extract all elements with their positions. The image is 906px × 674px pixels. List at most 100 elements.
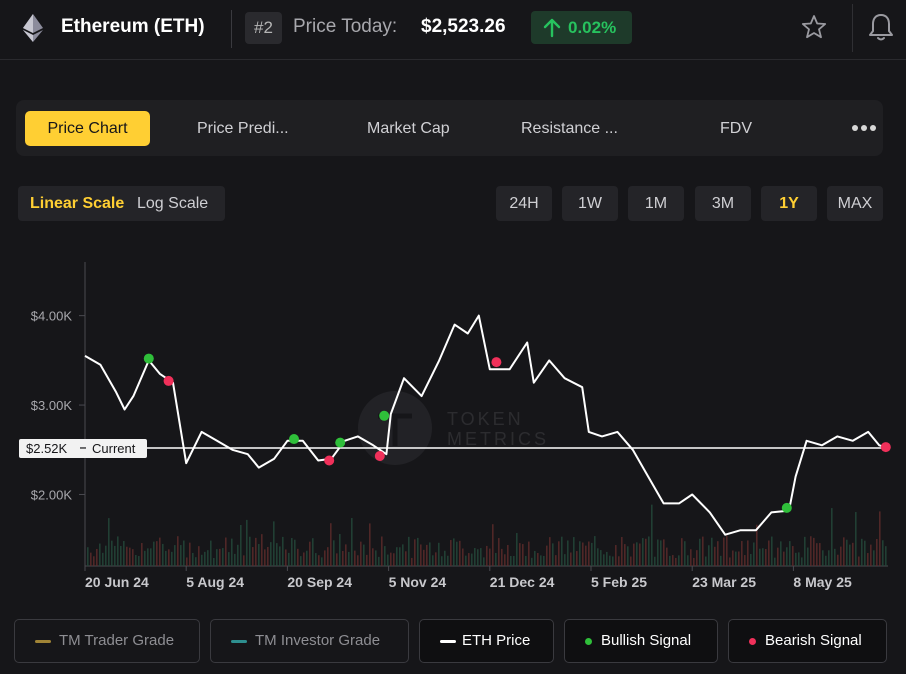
x-tick-label: 5 Nov 24 bbox=[389, 574, 447, 590]
volume-bars bbox=[87, 504, 887, 566]
volume-bar bbox=[147, 548, 149, 566]
volume-bar bbox=[543, 555, 545, 566]
more-tabs-icon[interactable] bbox=[852, 124, 882, 134]
volume-bar bbox=[597, 548, 599, 566]
volume-bar bbox=[456, 541, 458, 566]
volume-bar bbox=[228, 552, 230, 566]
volume-bar bbox=[255, 537, 257, 566]
volume-bar bbox=[603, 554, 605, 566]
volume-bar bbox=[876, 538, 878, 566]
volume-bar bbox=[468, 553, 470, 566]
legend-eth-price[interactable]: ETH Price bbox=[419, 619, 554, 663]
range-1y-button[interactable]: 1Y bbox=[761, 186, 817, 221]
volume-bar bbox=[369, 523, 371, 566]
volume-bar bbox=[582, 542, 584, 566]
volume-bar bbox=[126, 546, 128, 566]
volume-bar bbox=[282, 536, 284, 566]
volume-bar bbox=[840, 546, 842, 566]
volume-bar bbox=[174, 545, 176, 566]
bell-icon[interactable] bbox=[867, 12, 895, 42]
volume-bar bbox=[525, 555, 527, 566]
y-axis: $4.00K $3.00K $2.00K bbox=[31, 309, 85, 502]
volume-bar bbox=[426, 544, 428, 566]
volume-bar bbox=[678, 555, 680, 566]
volume-bar bbox=[420, 544, 422, 566]
volume-bar bbox=[432, 555, 434, 566]
legend-tm-trader-grade[interactable]: TM Trader Grade bbox=[14, 619, 200, 663]
range-3m-button[interactable]: 3M bbox=[695, 186, 751, 221]
range-max-button[interactable]: MAX bbox=[827, 186, 883, 221]
tab-price-chart[interactable]: Price Chart bbox=[25, 111, 150, 146]
range-24h-button[interactable]: 24H bbox=[496, 186, 552, 221]
tab-market-cap[interactable]: Market Cap bbox=[367, 120, 450, 137]
volume-bar bbox=[240, 524, 242, 566]
volume-bar bbox=[450, 540, 452, 566]
volume-bar bbox=[855, 512, 857, 566]
price-chart[interactable]: TOKEN METRICS $4.00K $3.00K $2.00K 20 Jun … bbox=[0, 240, 906, 600]
watermark-line-2: METRICS bbox=[447, 429, 549, 449]
volume-bar bbox=[429, 542, 431, 566]
volume-bar bbox=[831, 508, 833, 566]
volume-bar bbox=[312, 538, 314, 566]
volume-bar bbox=[723, 537, 725, 566]
volume-bar bbox=[318, 555, 320, 566]
tab-fdv[interactable]: FDV bbox=[720, 120, 752, 137]
volume-bar bbox=[621, 537, 623, 566]
price-series bbox=[84, 314, 889, 536]
legend-bearish-signal[interactable]: Bearish Signal bbox=[728, 619, 887, 663]
tab-resistance[interactable]: Resistance ... bbox=[521, 120, 618, 137]
log-scale-option[interactable]: Log Scale bbox=[137, 195, 209, 212]
volume-bar bbox=[345, 544, 347, 566]
volume-bar bbox=[201, 554, 203, 566]
star-icon[interactable] bbox=[801, 14, 827, 40]
volume-bar bbox=[477, 549, 479, 566]
volume-bar bbox=[243, 555, 245, 566]
volume-bar bbox=[744, 555, 746, 566]
volume-bar bbox=[738, 551, 740, 566]
volume-bar bbox=[708, 545, 710, 566]
volume-bar bbox=[300, 556, 302, 566]
volume-bar bbox=[198, 546, 200, 566]
volume-bar bbox=[546, 545, 548, 566]
volume-bar bbox=[846, 539, 848, 566]
range-1m-button[interactable]: 1M bbox=[628, 186, 684, 221]
volume-bar bbox=[294, 539, 296, 566]
x-tick-label: 20 Jun 24 bbox=[85, 574, 149, 590]
volume-bar bbox=[810, 536, 812, 566]
x-tick-label: 5 Feb 25 bbox=[591, 574, 647, 590]
volume-bar bbox=[207, 550, 209, 566]
volume-bar bbox=[771, 536, 773, 566]
volume-bar bbox=[516, 533, 518, 566]
volume-bar bbox=[588, 541, 590, 566]
volume-bar bbox=[216, 549, 218, 566]
bullish-signal-dot bbox=[781, 502, 792, 513]
volume-bar bbox=[720, 555, 722, 566]
volume-bar bbox=[168, 549, 170, 566]
volume-bar bbox=[609, 555, 611, 566]
volume-bar bbox=[558, 541, 560, 566]
volume-bar bbox=[522, 544, 524, 566]
legend-tm-investor-grade[interactable]: TM Investor Grade bbox=[210, 619, 409, 663]
volume-bar bbox=[762, 548, 764, 566]
volume-bar bbox=[852, 542, 854, 566]
volume-bar bbox=[144, 550, 146, 566]
volume-bar bbox=[375, 550, 377, 566]
range-1w-button[interactable]: 1W bbox=[562, 186, 618, 221]
bearish-signal-dot bbox=[491, 357, 502, 368]
volume-bar bbox=[162, 543, 164, 566]
volume-bar bbox=[438, 542, 440, 566]
investor-grade-swatch bbox=[231, 640, 247, 643]
volume-bar bbox=[519, 543, 521, 566]
bullish-signal-dot bbox=[379, 410, 390, 421]
linear-scale-option[interactable]: Linear Scale bbox=[30, 195, 125, 212]
volume-bar bbox=[387, 554, 389, 566]
volume-bar bbox=[210, 540, 212, 566]
volume-bar bbox=[297, 548, 299, 566]
tab-price-prediction[interactable]: Price Predi... bbox=[197, 120, 289, 137]
legend-bullish-signal[interactable]: Bullish Signal bbox=[564, 619, 718, 663]
volume-bar bbox=[717, 541, 719, 566]
y-tick-label: $3.00K bbox=[31, 398, 73, 413]
volume-bar bbox=[552, 543, 554, 566]
volume-bar bbox=[348, 551, 350, 566]
volume-bar bbox=[114, 545, 116, 566]
